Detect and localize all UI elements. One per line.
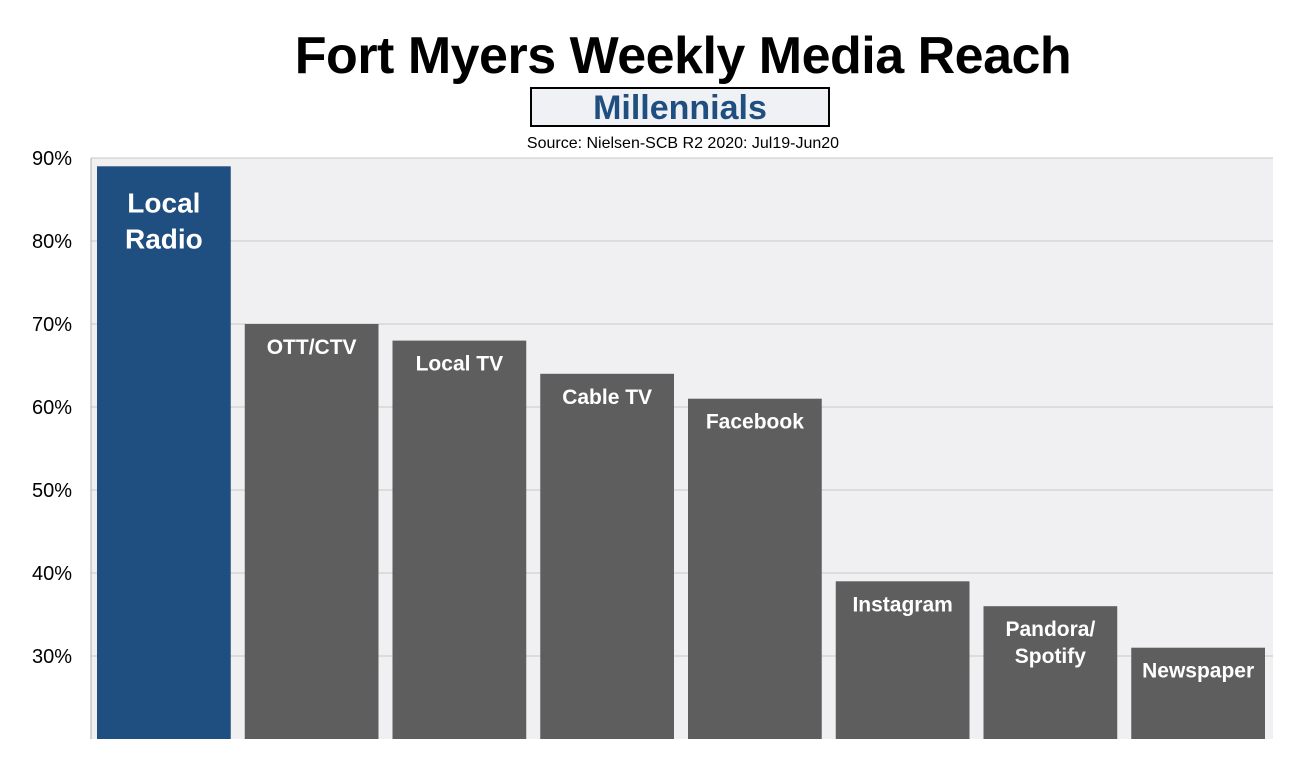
bar-label: Newspaper [1142,660,1254,683]
chart-source: Source: Nielsen-SCB R2 2020: Jul19-Jun20 [526,135,840,152]
chart-title: Fort Myers Weekly Media Reach [294,27,1072,85]
bar-pandora-spotify [983,606,1118,739]
bar-ott-ctv [244,324,379,739]
y-axis-ticks: 30% 40% 50% 60% 70% 80% 90% [32,148,72,668]
y-tick-label: 80% [32,231,72,253]
bar-local-radio [97,166,231,740]
bar-label: Local TV [416,353,504,376]
bar-label: Local Radio [125,187,203,254]
y-tick-label: 90% [32,148,72,170]
y-tick-label: 40% [32,563,72,585]
bar-instagram [835,581,970,739]
bar-label: Cable TV [562,386,652,409]
bar-newspaper [1131,647,1265,739]
bar-label: OTT/CTV [267,336,357,359]
y-tick-label: 70% [32,314,72,336]
y-tick-label: 50% [32,480,72,502]
bars: Local Radio OTT/CTV Local TV Cable TV Faceboo… [97,166,1265,740]
chart-subtitle: Millennials [530,87,830,127]
bar-label: Facebook [706,411,804,434]
bar-label: Instagram [852,593,952,616]
y-tick-label: 60% [32,397,72,419]
bar-facebook [688,398,822,739]
bar-cable-tv [540,373,674,739]
bar-label: Pandora/Spotify [1005,618,1095,668]
bar-local-tv [392,340,527,739]
y-tick-label: 30% [32,646,72,668]
